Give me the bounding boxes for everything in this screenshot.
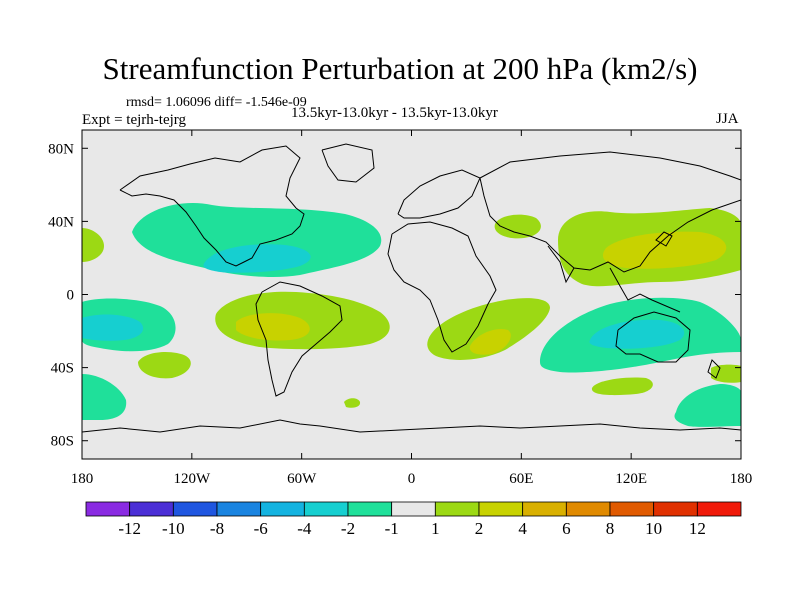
south-america-coast <box>255 281 343 397</box>
asia-pacific-positive-core <box>602 231 727 269</box>
x-tick-label: 60W <box>287 471 317 487</box>
colorbar-swatch <box>565 501 611 517</box>
colorbar-label: -6 <box>254 519 268 538</box>
tasman-negative-region <box>674 384 741 427</box>
colorbar-label: 10 <box>645 519 662 538</box>
colorbar-swatch <box>303 501 349 517</box>
north-america-coast <box>119 145 305 267</box>
new-zealand-coast <box>707 359 721 379</box>
colorbar-swatch <box>85 501 131 517</box>
colorbar-label: 8 <box>606 519 615 538</box>
y-tick-label: 40S <box>51 361 74 377</box>
india-coast <box>547 245 575 284</box>
colorbar-swatch <box>172 501 218 517</box>
caspian-positive-region <box>494 214 541 239</box>
caribbean-negative-core <box>203 244 311 273</box>
colorbar-swatch <box>260 501 305 517</box>
y-tick-label: 80N <box>48 141 74 157</box>
south-pacific-positive-region <box>138 352 191 379</box>
colorbar-label: -4 <box>297 519 312 538</box>
antarctica-coast <box>82 419 741 433</box>
south-america-positive-core <box>236 313 310 341</box>
season-label: JJA <box>716 111 739 127</box>
colorbar-swatch <box>478 501 524 517</box>
colorbar-swatch <box>347 501 393 517</box>
asia-coast <box>479 151 741 273</box>
x-tick-label: 0 <box>408 471 416 487</box>
australia-negative-core <box>589 319 685 349</box>
colorbar-swatch <box>391 501 436 517</box>
x-tick-label: 120W <box>173 471 211 487</box>
southern-africa-positive-region <box>427 298 550 360</box>
colorbar-swatch <box>129 501 174 517</box>
colorbar-label: 6 <box>562 519 571 538</box>
colorbar-label: -2 <box>341 519 355 538</box>
y-tick-label: 80S <box>51 434 74 450</box>
contour-fills <box>82 203 741 427</box>
south-atlantic-positive-spot <box>344 398 361 408</box>
colorbar-swatch <box>653 501 698 517</box>
colorbar-label: -8 <box>210 519 224 538</box>
japan-coast <box>655 231 673 247</box>
x-tick-label: 60E <box>509 471 533 487</box>
y-tick-label: 0 <box>67 288 75 304</box>
colorbar-label: 12 <box>689 519 706 538</box>
east-edge-positive-region <box>711 364 741 383</box>
map-background <box>82 130 741 459</box>
colorbar-swatch <box>609 501 655 517</box>
east-pacific-negative-core <box>82 314 144 341</box>
southeast-asia-coast <box>609 267 681 313</box>
colorbar: -12 -10 -8 -6 -4 -2 -1 1 2 4 6 8 10 12 <box>85 501 742 538</box>
x-tick-label: 180 <box>730 471 753 487</box>
axis-ticks: 180 120W 60W 0 60E 120E 180 80N 40N 0 40S 80S <box>48 130 752 487</box>
colorbar-label: 1 <box>431 519 440 538</box>
greenland-coast <box>321 143 375 183</box>
colorbar-label: -10 <box>162 519 185 538</box>
north-atlantic-negative-region <box>132 203 382 278</box>
plot-title: Streamfunction Perturbation at 200 hPa (… <box>102 51 698 86</box>
dateline-positive-region <box>82 228 104 262</box>
x-tick-label: 180 <box>71 471 94 487</box>
stats-label: rmsd= 1.06096 diff= -1.546e-09 <box>126 95 307 110</box>
colorbar-label: -1 <box>385 519 399 538</box>
southeast-pacific-negative-region <box>82 374 127 420</box>
australia-coast <box>615 311 691 363</box>
europe-coast <box>397 169 481 219</box>
y-tick-label: 40N <box>48 214 74 230</box>
south-indian-positive-spot <box>591 377 653 396</box>
experiment-label: Expt = tejrh-tejrg <box>82 112 186 128</box>
colorbar-label: -12 <box>118 519 141 538</box>
colorbar-swatch <box>216 501 262 517</box>
coastlines <box>82 143 741 433</box>
colorbar-swatch <box>696 501 742 517</box>
colorbar-swatch <box>522 501 567 517</box>
colorbar-swatch <box>434 501 480 517</box>
africa-coast <box>387 221 497 353</box>
x-tick-label: 120E <box>615 471 647 487</box>
period-label: 13.5kyr-13.0kyr - 13.5kyr-13.0kyr <box>291 105 498 121</box>
colorbar-label: 2 <box>475 519 484 538</box>
colorbar-label: 4 <box>518 519 527 538</box>
southern-africa-positive-core <box>469 328 511 355</box>
